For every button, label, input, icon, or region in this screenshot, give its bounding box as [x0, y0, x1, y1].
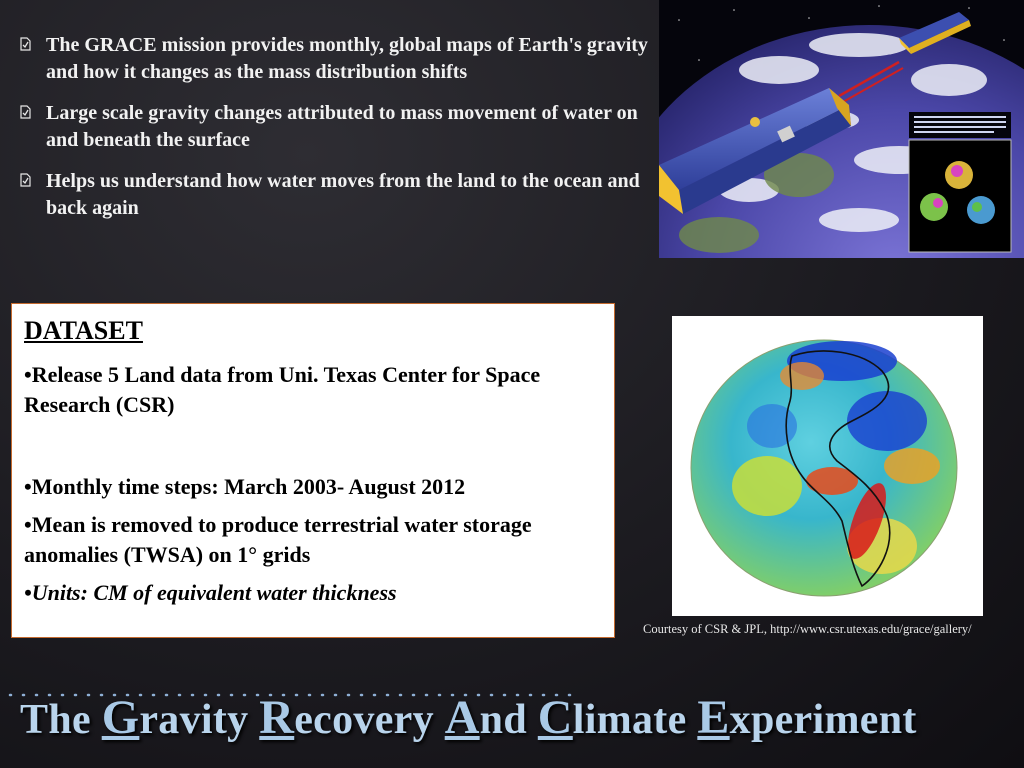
title-initial: G — [101, 691, 140, 744]
title-initial: A — [444, 691, 480, 744]
grace-satellite-image — [659, 0, 1024, 258]
title-text: nd — [479, 697, 538, 743]
bullet-item: Helps us understand how water moves from… — [18, 168, 648, 222]
dataset-panel: DATASET •Release 5 Land data from Uni. T… — [11, 303, 615, 638]
bullet-text: The GRACE mission provides monthly, glob… — [46, 34, 648, 83]
bullet-text: Large scale gravity changes attributed t… — [46, 102, 638, 151]
dataset-item: •Units: CM of equivalent water thickness — [24, 580, 397, 605]
document-check-icon — [18, 100, 46, 124]
title-initial: E — [697, 691, 730, 744]
title-text: limate — [572, 697, 698, 743]
gravity-globe-image — [672, 316, 983, 616]
title-text: ecovery — [294, 697, 445, 743]
dataset-heading: DATASET — [24, 316, 143, 345]
title-text: ravity — [139, 697, 260, 743]
intro-bullet-list: The GRACE mission provides monthly, glob… — [18, 32, 648, 236]
document-check-icon — [18, 32, 46, 56]
bullet-item: Large scale gravity changes attributed t… — [18, 100, 648, 154]
title-initial: C — [537, 691, 573, 744]
title-text: xperiment — [729, 697, 917, 743]
bullet-text: Helps us understand how water moves from… — [46, 170, 640, 219]
dataset-item: •Monthly time steps: March 2003- August … — [24, 474, 466, 499]
dataset-item: •Mean is removed to produce terrestrial … — [24, 512, 532, 567]
dataset-item: •Release 5 Land data from Uni. Texas Cen… — [24, 362, 541, 417]
title-initial: R — [259, 691, 295, 744]
image-caption: Courtesy of CSR & JPL, http://www.csr.ut… — [643, 622, 972, 636]
title-text: The — [20, 697, 102, 743]
document-check-icon — [18, 168, 46, 192]
slide-title: The Gravity Recovery And Climate Experim… — [20, 690, 917, 745]
bullet-item: The GRACE mission provides monthly, glob… — [18, 32, 648, 86]
